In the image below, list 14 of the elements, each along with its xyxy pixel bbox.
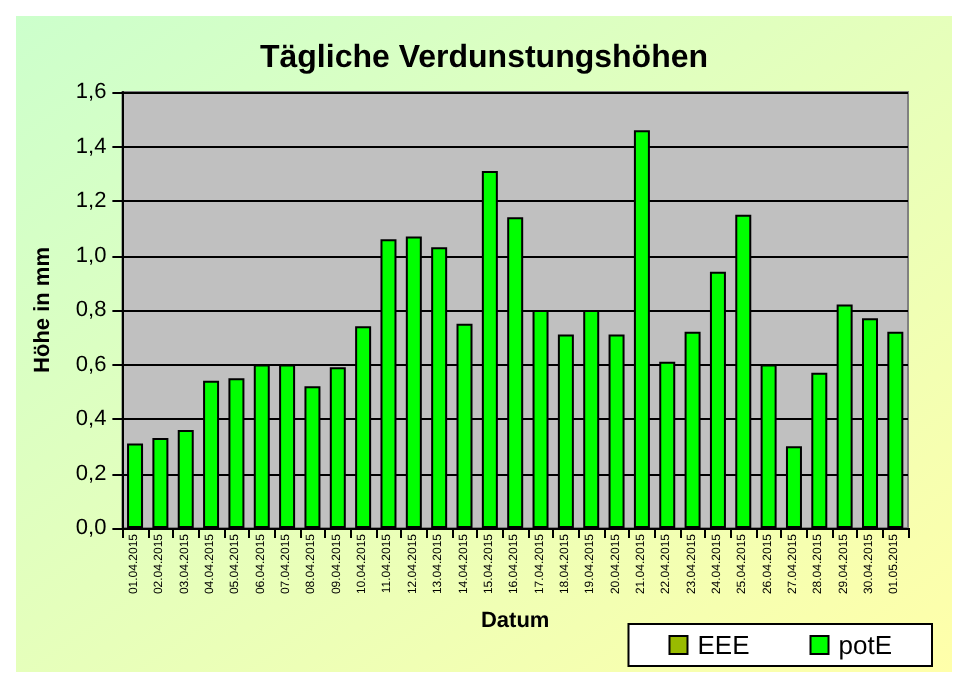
y-tick-label: 0,4 [75, 407, 107, 431]
y-axis-title: Höhe in mm [31, 246, 55, 373]
y-tick-label: 1,2 [75, 189, 107, 213]
y-tick-label: 0,2 [75, 461, 107, 486]
y-tick-label: 0,8 [75, 298, 107, 322]
legend-label: potE [838, 630, 893, 660]
y-tick-label: 0,6 [75, 352, 107, 377]
y-tick-label: 1,0 [75, 243, 107, 268]
chart-title: Tägliche Verdunstungshöhen [259, 41, 709, 75]
legend-label: EEE [697, 630, 751, 660]
x-axis-title: Datum [480, 608, 550, 633]
y-tick-label: 1,4 [75, 134, 107, 159]
y-tick-label: 1,6 [75, 80, 107, 104]
y-tick-label: 0,0 [75, 516, 107, 540]
